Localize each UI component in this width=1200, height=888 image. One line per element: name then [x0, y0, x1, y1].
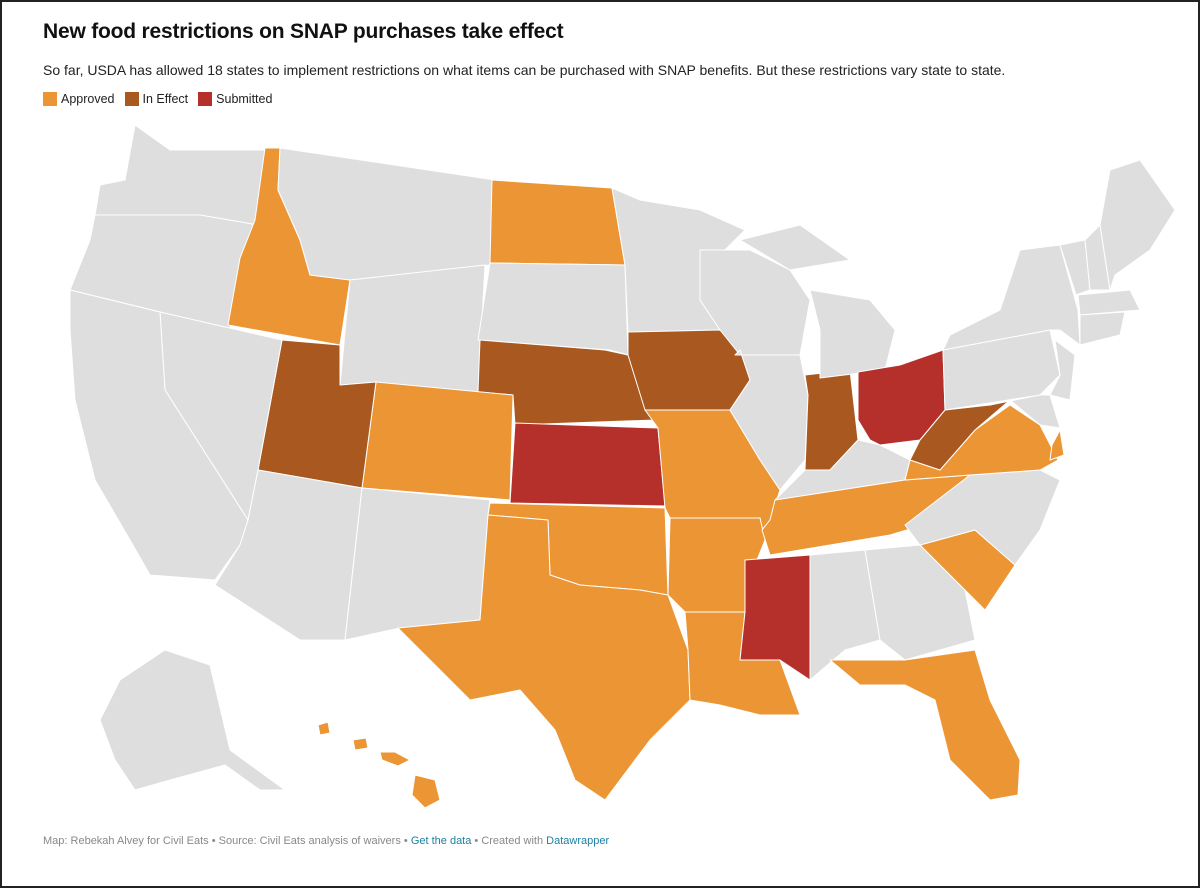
legend-swatch — [124, 92, 139, 106]
state-michigan[interactable]: Michigan — [739, 224, 851, 271]
state-montana[interactable]: Montana — [277, 147, 496, 281]
state-new-jersey[interactable]: New Jersey — [1049, 339, 1076, 401]
state-connecticut[interactable]: Connecticut — [1079, 311, 1126, 346]
legend-label: In Effect — [142, 92, 189, 106]
footer-created: Created with — [481, 835, 544, 847]
state-maryland[interactable]: Maryland — [989, 394, 1061, 429]
state-texas[interactable]: Texas: Approved — [397, 514, 691, 801]
footer-credit: Map: Rebekah Alvey for Civil Eats — [43, 835, 209, 847]
datawrapper-link[interactable]: Datawrapper — [546, 835, 610, 847]
state-wyoming[interactable]: Wyoming — [339, 264, 486, 393]
separator: • — [400, 835, 411, 847]
legend-swatch — [43, 92, 57, 106]
footer-source: Source: Civil Eats analysis of waivers — [218, 835, 401, 847]
separator: • — [208, 835, 219, 847]
state-hawaii[interactable]: Hawaii: Approved — [352, 737, 369, 751]
separator: • — [471, 835, 482, 847]
state-hawaii[interactable]: Hawaii: Approved — [379, 751, 411, 767]
legend-item-in-effect: In Effect — [124, 92, 189, 106]
state-michigan[interactable]: Michigan — [809, 289, 896, 379]
chart-title: New food restrictions on SNAP purchases … — [43, 20, 564, 43]
state-hawaii[interactable]: Hawaii: Approved — [411, 774, 441, 809]
legend-swatch — [198, 92, 213, 106]
legend: Approved In Effect Submitted — [43, 92, 272, 106]
state-florida[interactable]: Florida: Approved — [829, 649, 1021, 801]
state-hawaii[interactable]: Hawaii: Approved — [317, 721, 331, 736]
state-washington[interactable]: Washington — [94, 124, 271, 226]
state-north-dakota[interactable]: North Dakota: Approved — [489, 179, 626, 266]
state-new-mexico[interactable]: New Mexico — [344, 487, 491, 641]
footer: Map: Rebekah Alvey for Civil Eats • Sour… — [43, 835, 609, 847]
state-illinois[interactable]: Illinois — [729, 349, 809, 491]
state-virginia[interactable]: Virginia: Approved — [1049, 429, 1065, 461]
state-massachusetts[interactable]: Massachusetts — [1077, 289, 1141, 316]
state-alabama[interactable]: Alabama — [809, 549, 881, 681]
state-colorado[interactable]: Colorado: Approved — [361, 381, 514, 501]
state-kansas[interactable]: Kansas: Submitted — [509, 422, 666, 507]
state-new-york[interactable]: New York — [942, 244, 1081, 351]
chart-subtitle: So far, USDA has allowed 18 states to im… — [43, 62, 1006, 78]
state-alaska[interactable]: Alaska — [99, 649, 286, 791]
state-california[interactable]: California — [69, 289, 249, 581]
state-maine[interactable]: Maine — [1099, 159, 1176, 291]
legend-item-submitted: Submitted — [198, 92, 272, 106]
state-south-dakota[interactable]: South Dakota — [477, 262, 629, 356]
legend-label: Submitted — [216, 92, 273, 106]
get-the-data-link[interactable]: Get the data — [410, 835, 472, 847]
legend-label: Approved — [61, 92, 115, 106]
legend-item-approved: Approved — [43, 92, 115, 106]
